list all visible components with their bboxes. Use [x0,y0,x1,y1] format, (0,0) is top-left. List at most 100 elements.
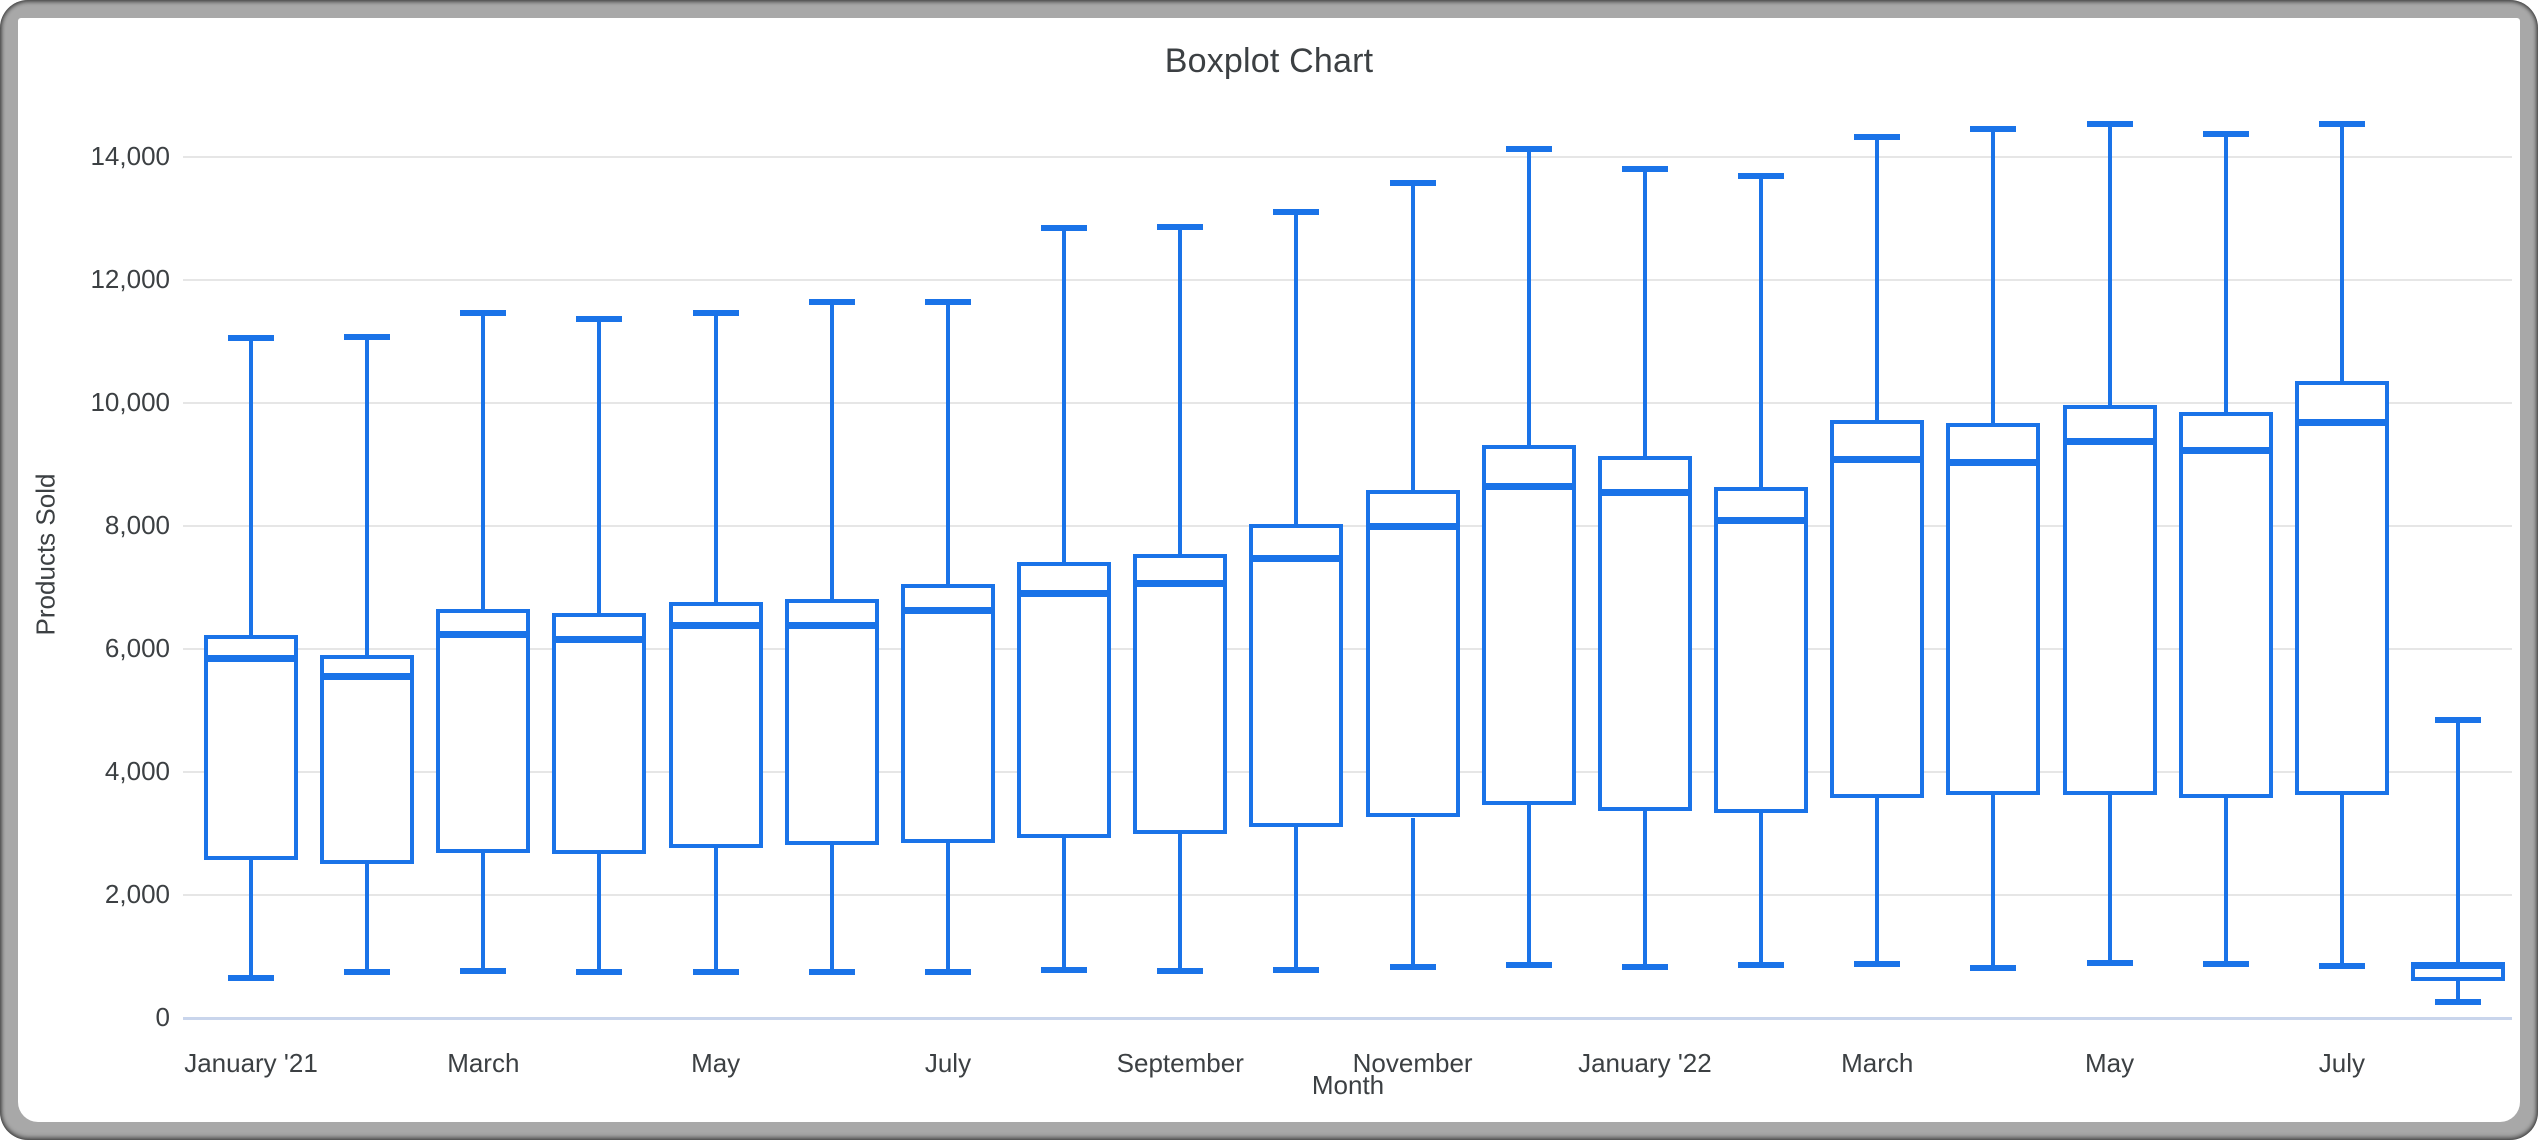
boxplot-upper-whisker-cap [2318,121,2365,128]
boxplot-upper-whisker-stem [481,312,486,610]
boxplot-median-line [320,673,415,681]
boxplot-box[interactable] [1830,420,1925,799]
boxplot-median-line [436,631,531,639]
boxplot-lower-whisker-stem [1875,798,1880,965]
boxplot-box[interactable] [1017,561,1112,839]
y-gridline [183,894,2512,896]
zero-baseline [183,1016,2512,1020]
boxplot-upper-whisker-stem [2456,720,2461,963]
y-gridline [183,156,2512,158]
boxplot-upper-whisker-stem [2107,124,2112,405]
boxplot-box[interactable] [204,634,298,860]
boxplot-upper-whisker-stem [829,301,834,599]
boxplot-lower-whisker-cap [2318,962,2365,969]
boxplot-lower-whisker-cap [1389,963,1436,970]
boxplot-lower-whisker-cap [344,969,391,976]
boxplot-lower-whisker-cap [2435,999,2482,1005]
boxplot-lower-whisker-stem [1410,817,1415,967]
boxplot-upper-whisker-stem [1178,227,1183,554]
boxplot-upper-whisker-stem [1410,183,1415,490]
boxplot-median-line [2294,418,2389,426]
x-tick-label: March [1841,1048,1914,1078]
boxplot-median-line [1481,483,1576,491]
boxplot-box[interactable] [1249,523,1344,827]
boxplot-lower-whisker-stem [713,847,718,973]
boxplot-box[interactable] [784,598,879,845]
boxplot-upper-whisker-stem [1526,149,1531,445]
y-gridline [183,648,2512,650]
boxplot-lower-whisker-cap [1273,967,1320,974]
y-tick-label: 0 [155,1002,170,1032]
boxplot-lower-whisker-cap [1854,961,1901,968]
boxplot-median-line [1017,589,1112,597]
boxplot-lower-whisker-stem [1294,826,1299,971]
x-tick-label: May [691,1048,741,1078]
boxplot-lower-whisker-stem [365,864,370,973]
x-tick-label: November [1352,1048,1473,1078]
boxplot-upper-whisker-cap [1854,133,1901,140]
boxplot-lower-whisker-stem [597,854,602,973]
boxplot-median-line [1249,555,1344,563]
boxplot-box[interactable] [2294,381,2389,796]
boxplot-box[interactable] [1946,423,2041,796]
y-tick-label: 6,000 [104,633,170,663]
boxplot-box[interactable] [2178,411,2273,799]
boxplot-box[interactable] [2062,404,2157,796]
boxplot-lower-whisker-cap [1738,962,1785,969]
boxplot-lower-whisker-cap [460,968,507,975]
boxplot-median-line [2178,446,2273,454]
boxplot-box[interactable] [1365,489,1460,818]
boxplot-lower-whisker-cap [228,975,274,982]
boxplot-median-line [784,622,879,630]
boxplot-box[interactable] [1714,486,1809,814]
boxplot-lower-whisker-stem [945,843,950,973]
boxplot-upper-whisker-cap [1273,208,1320,215]
boxplot-median-line [1830,456,1925,464]
boxplot-lower-whisker-stem [1062,838,1067,971]
x-tick-label: March [447,1048,520,1078]
boxplot-box[interactable] [1133,553,1228,835]
boxplot-median-line [1597,488,1692,496]
boxplot-upper-whisker-stem [1875,136,1880,421]
boxplot-median-line [1714,516,1809,524]
boxplot-upper-whisker-cap [808,298,855,305]
boxplot-median-line [2062,438,2157,446]
boxplot-lower-whisker-cap [692,969,739,976]
boxplot-lower-whisker-stem [1178,834,1183,972]
x-tick-label: September [1116,1048,1244,1078]
boxplot-upper-whisker-cap [1738,173,1785,180]
boxplot-upper-whisker-cap [460,309,507,316]
boxplot-upper-whisker-cap [1621,165,1668,172]
boxplot-upper-whisker-cap [1041,225,1088,232]
boxplot-upper-whisker-stem [1642,168,1647,456]
boxplot-lower-whisker-cap [2086,959,2133,966]
boxplot-box[interactable] [668,601,763,848]
boxplot-box[interactable] [1597,455,1692,812]
boxplot-upper-whisker-stem [1991,129,1996,424]
boxplot-upper-whisker-cap [1389,180,1436,187]
boxplot-box[interactable] [320,654,415,865]
boxplot-median-line [552,635,647,643]
boxplot-box[interactable] [900,583,995,844]
x-tick-label: January '21 [184,1048,318,1078]
boxplot-lower-whisker-stem [2339,795,2344,966]
boxplot-median-line [1365,523,1460,531]
y-tick-label: 4,000 [104,756,170,786]
boxplot-lower-whisker-cap [576,969,623,976]
chart-title: Boxplot Chart [1164,42,1374,80]
boxplot-box[interactable] [436,609,531,853]
y-gridline [183,771,2512,773]
y-tick-label: 12,000 [90,264,170,294]
boxplot-upper-whisker-stem [597,318,602,613]
boxplot-upper-whisker-cap [1157,224,1204,231]
boxplot-box[interactable] [1481,444,1576,806]
x-tick-label: May [2084,1048,2135,1078]
boxplot-median-line [1946,458,2041,466]
y-tick-label: 2,000 [104,879,170,909]
boxplot-lower-whisker-cap [808,969,855,976]
boxplot-upper-whisker-cap [924,298,971,305]
boxplot-upper-whisker-cap [228,334,274,341]
boxplot-box[interactable] [552,612,647,855]
boxplot-upper-whisker-stem [2223,134,2228,412]
